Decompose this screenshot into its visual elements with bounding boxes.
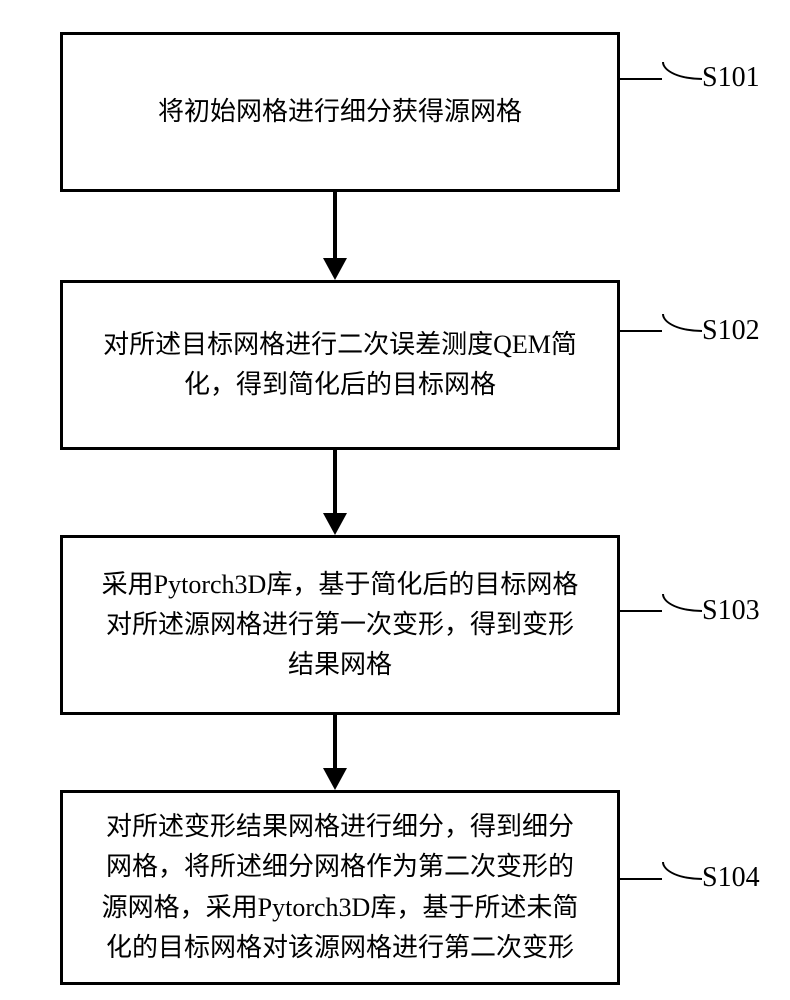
step-box-s101: 将初始网格进行细分获得源网格 — [60, 32, 620, 192]
flowchart-canvas: 将初始网格进行细分获得源网格 对所述目标网格进行二次误差测度QEM简 化，得到简… — [0, 0, 790, 1000]
arrow-line — [333, 192, 337, 258]
label-curve — [662, 594, 702, 612]
label-curve — [662, 62, 702, 80]
arrow-head — [323, 258, 347, 280]
label-text: S102 — [702, 315, 760, 346]
step-label-s104: S104 — [702, 862, 760, 894]
label-connector — [620, 330, 662, 332]
label-connector — [620, 878, 662, 880]
step-box-s102: 对所述目标网格进行二次误差测度QEM简 化，得到简化后的目标网格 — [60, 280, 620, 450]
step-text: 对所述目标网格进行二次误差测度QEM简 化，得到简化后的目标网格 — [103, 325, 577, 406]
arrow-head — [323, 513, 347, 535]
arrow-line — [333, 450, 337, 513]
label-text: S103 — [702, 595, 760, 626]
step-text: 采用Pytorch3D库，基于简化后的目标网格 对所述源网格进行第一次变形，得到… — [102, 565, 579, 686]
step-box-s104: 对所述变形结果网格进行细分，得到细分 网格，将所述细分网格作为第二次变形的 源网… — [60, 790, 620, 985]
label-text: S101 — [702, 62, 760, 93]
label-curve — [662, 862, 702, 880]
step-text: 将初始网格进行细分获得源网格 — [158, 92, 522, 132]
label-connector — [620, 610, 662, 612]
label-text: S104 — [702, 862, 760, 893]
label-curve — [662, 314, 702, 332]
arrow-head — [323, 768, 347, 790]
step-label-s102: S102 — [702, 315, 760, 347]
step-text: 对所述变形结果网格进行细分，得到细分 网格，将所述细分网格作为第二次变形的 源网… — [102, 807, 579, 968]
label-connector — [620, 78, 662, 80]
step-box-s103: 采用Pytorch3D库，基于简化后的目标网格 对所述源网格进行第一次变形，得到… — [60, 535, 620, 715]
step-label-s101: S101 — [702, 62, 760, 94]
arrow-line — [333, 715, 337, 768]
step-label-s103: S103 — [702, 595, 760, 627]
